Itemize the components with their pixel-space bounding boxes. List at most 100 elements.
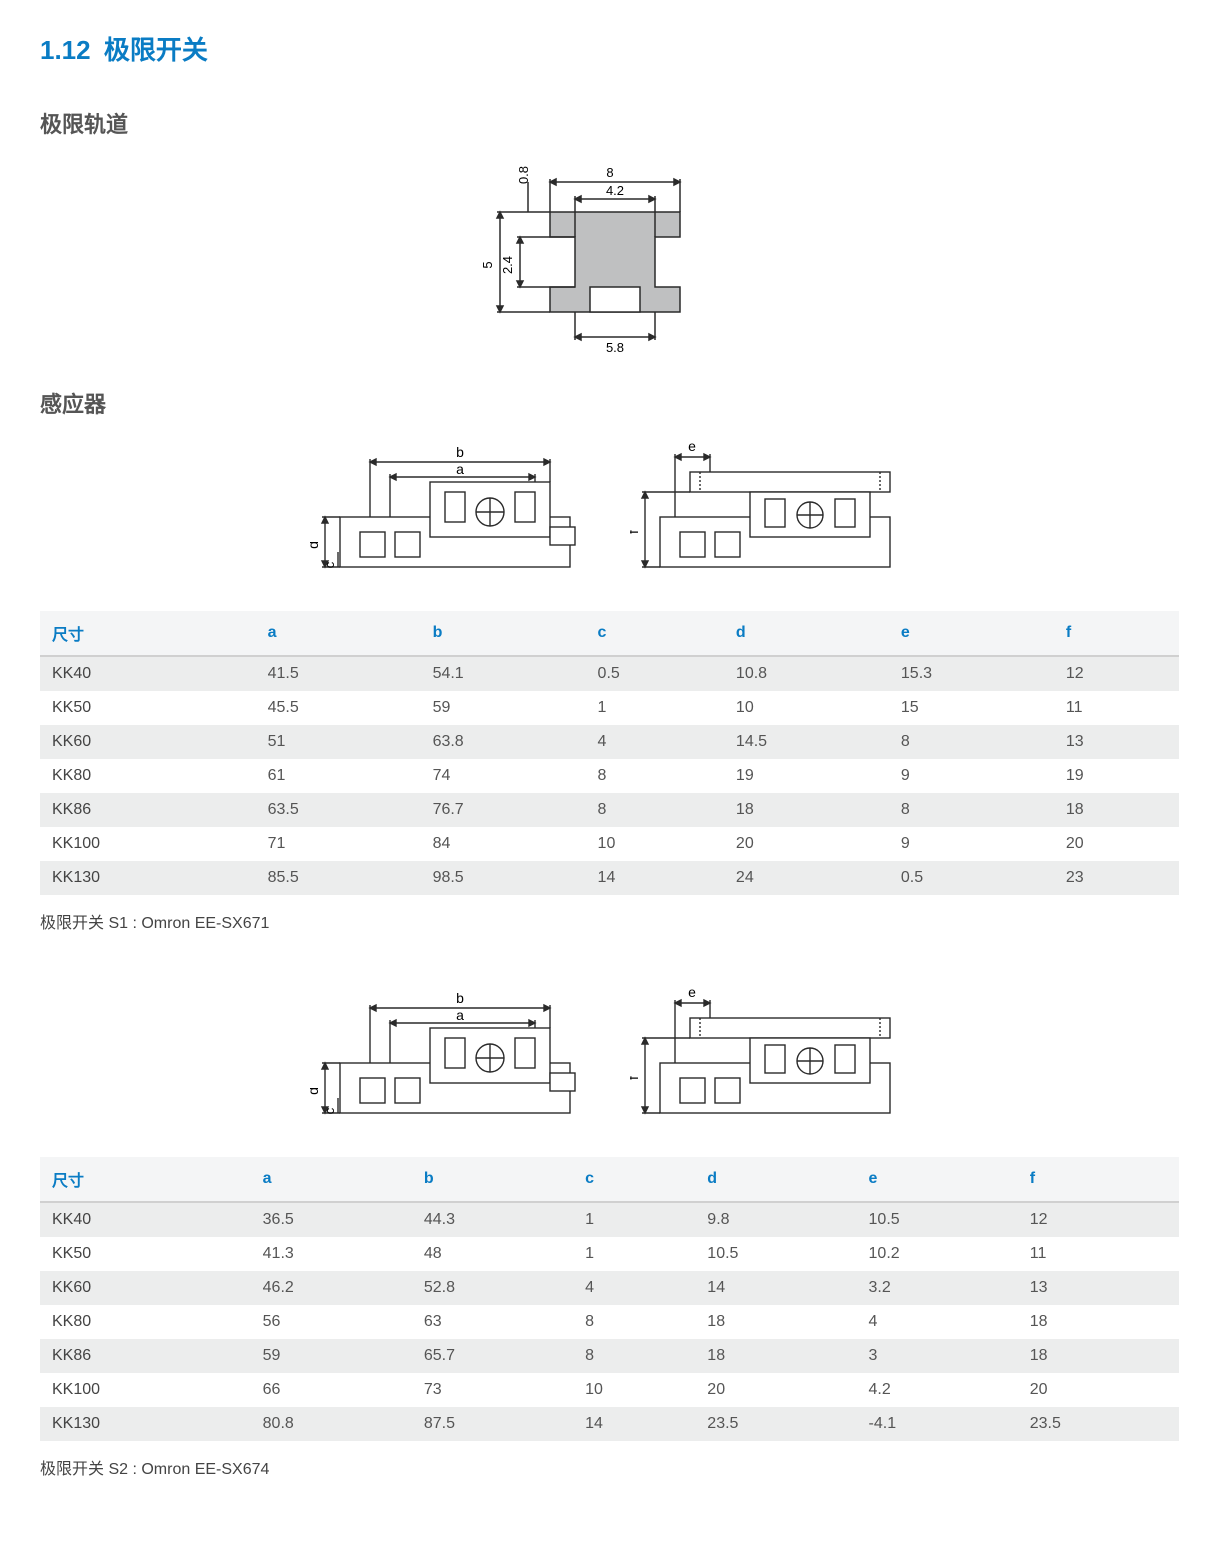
table-cell: KK50 <box>40 1237 251 1271</box>
table-header: f <box>1018 1157 1179 1202</box>
table-cell: 4 <box>857 1305 1018 1339</box>
table-cell: 0.5 <box>586 656 724 691</box>
table-header: f <box>1054 611 1179 656</box>
table-cell: 14.5 <box>724 725 889 759</box>
table-row: KK10071841020920 <box>40 827 1179 861</box>
table-cell: 59 <box>421 691 586 725</box>
table-header: c <box>573 1157 695 1202</box>
table-cell: 45.5 <box>256 691 421 725</box>
table-cell: 10.5 <box>857 1202 1018 1237</box>
table-cell: 13 <box>1018 1271 1179 1305</box>
label-b2: b <box>456 990 464 1006</box>
dim-5: 5 <box>480 261 495 268</box>
table-row: KK4041.554.10.510.815.312 <box>40 656 1179 691</box>
table2-caption: 极限开关 S2 : Omron EE-SX674 <box>40 1455 1179 1479</box>
table-cell: 63.5 <box>256 793 421 827</box>
table-cell: 12 <box>1054 656 1179 691</box>
dim-8: 8 <box>606 165 613 180</box>
table-cell: 19 <box>1054 759 1179 793</box>
table-cell: 1 <box>573 1202 695 1237</box>
sensor-diagram-left-2: b a d c <box>310 983 590 1133</box>
table-cell: 66 <box>251 1373 412 1407</box>
table-cell: 4 <box>573 1271 695 1305</box>
dim-2-4: 2.4 <box>500 256 515 274</box>
label-f2: f <box>630 1076 641 1080</box>
table-row: KK5045.5591101511 <box>40 691 1179 725</box>
table-row: KK806174819919 <box>40 759 1179 793</box>
table-cell: 76.7 <box>421 793 586 827</box>
table-header: 尺寸 <box>40 611 256 656</box>
table-cell: 0.5 <box>889 861 1054 895</box>
table-cell: 23.5 <box>695 1407 856 1441</box>
table-cell: 3 <box>857 1339 1018 1373</box>
table-cell: 8 <box>586 793 724 827</box>
table-cell: 24 <box>724 861 889 895</box>
label-e2: e <box>688 984 696 1000</box>
table-header: e <box>857 1157 1018 1202</box>
table-cell: 11 <box>1054 691 1179 725</box>
table-cell: 18 <box>695 1339 856 1373</box>
table-header: e <box>889 611 1054 656</box>
sensor-diagram-right-2: e f <box>630 983 910 1133</box>
table-cell: 23.5 <box>1018 1407 1179 1441</box>
table-cell: 46.2 <box>251 1271 412 1305</box>
table-cell: 41.3 <box>251 1237 412 1271</box>
table-header: c <box>586 611 724 656</box>
table-cell: 10 <box>586 827 724 861</box>
section-name: 极限开关 <box>104 35 208 65</box>
table-row: KK8663.576.7818818 <box>40 793 1179 827</box>
table-row: KK5041.348110.510.211 <box>40 1237 1179 1271</box>
dim-0-8: 0.8 <box>516 166 531 184</box>
table-cell: 9 <box>889 759 1054 793</box>
table-cell: 15.3 <box>889 656 1054 691</box>
table-cell: 10 <box>573 1373 695 1407</box>
subheading-sensor: 感应器 <box>40 387 1179 419</box>
label-c2: c <box>322 1107 337 1114</box>
table-row: KK13085.598.514240.523 <box>40 861 1179 895</box>
table-header: b <box>412 1157 573 1202</box>
dim-5-8: 5.8 <box>605 340 623 355</box>
table-cell: 10.8 <box>724 656 889 691</box>
table-cell: KK40 <box>40 656 256 691</box>
table-cell: 85.5 <box>256 861 421 895</box>
table-header: d <box>695 1157 856 1202</box>
table-cell: 36.5 <box>251 1202 412 1237</box>
table-row: KK805663818418 <box>40 1305 1179 1339</box>
rail-diagram: 8 4.2 0.8 5 2.4 5.8 <box>480 157 740 357</box>
table-cell: 4 <box>586 725 724 759</box>
table-cell: 18 <box>695 1305 856 1339</box>
table-cell: 9 <box>889 827 1054 861</box>
table-cell: 41.5 <box>256 656 421 691</box>
table-cell: 1 <box>586 691 724 725</box>
table-cell: 8 <box>573 1305 695 1339</box>
table-cell: 11 <box>1018 1237 1179 1271</box>
table-cell: KK80 <box>40 759 256 793</box>
table-cell: KK60 <box>40 1271 251 1305</box>
section-number: 1.12 <box>40 35 91 65</box>
table-cell: 18 <box>1018 1305 1179 1339</box>
label-d2: d <box>310 1087 321 1095</box>
dimension-table-2: 尺寸abcdef KK4036.544.319.810.512KK5041.34… <box>40 1157 1179 1441</box>
table-cell: 4.2 <box>857 1373 1018 1407</box>
table-cell: 3.2 <box>857 1271 1018 1305</box>
table-cell: 61 <box>256 759 421 793</box>
sensor-diagram-left: b a d c <box>310 437 590 587</box>
rail-diagram-container: 8 4.2 0.8 5 2.4 5.8 <box>40 157 1179 357</box>
table-cell: 59 <box>251 1339 412 1373</box>
table-cell: KK86 <box>40 1339 251 1373</box>
table-header: 尺寸 <box>40 1157 251 1202</box>
table-cell: 20 <box>1054 827 1179 861</box>
table-cell: 13 <box>1054 725 1179 759</box>
table1-caption: 极限开关 S1 : Omron EE-SX671 <box>40 909 1179 933</box>
table-cell: 48 <box>412 1237 573 1271</box>
table-cell: 98.5 <box>421 861 586 895</box>
table-cell: KK80 <box>40 1305 251 1339</box>
table-header: a <box>251 1157 412 1202</box>
table-cell: 14 <box>695 1271 856 1305</box>
table-cell: 52.8 <box>412 1271 573 1305</box>
table-row: KK100667310204.220 <box>40 1373 1179 1407</box>
table-row: KK6046.252.84143.213 <box>40 1271 1179 1305</box>
table-cell: 14 <box>573 1407 695 1441</box>
table-cell: KK130 <box>40 861 256 895</box>
table-cell: 1 <box>573 1237 695 1271</box>
